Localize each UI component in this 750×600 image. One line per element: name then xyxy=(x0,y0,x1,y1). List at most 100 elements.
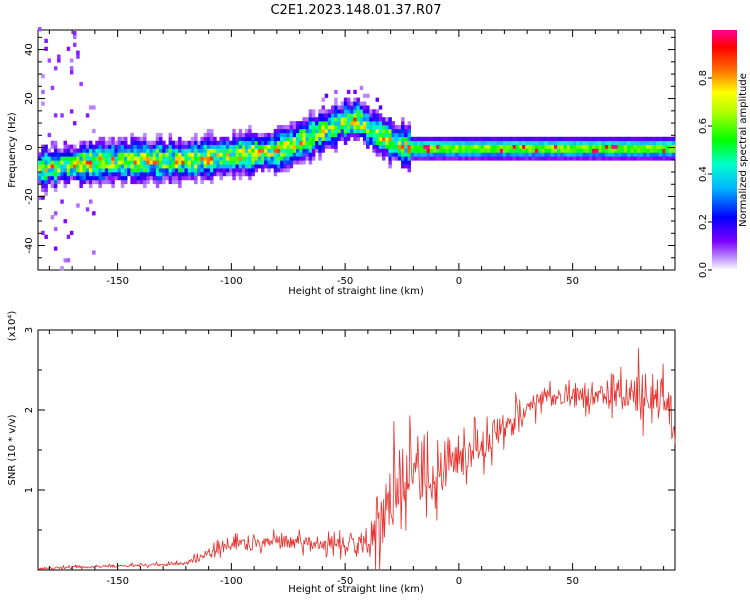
spectrogram-cell xyxy=(130,164,134,169)
spectrogram-cell xyxy=(181,168,185,173)
spectrogram-cell xyxy=(98,144,102,149)
x-tick-label: 50 xyxy=(566,276,579,287)
spectrogram-cell xyxy=(130,156,134,161)
spectrogram-cell xyxy=(73,148,77,153)
spectrogram-cell xyxy=(337,132,341,138)
spectrogram-cell xyxy=(608,144,612,149)
spectrogram-cell xyxy=(130,144,134,149)
spectrogram-cell xyxy=(496,156,501,161)
spectrogram-cell xyxy=(534,136,539,142)
spectrogram-cell xyxy=(44,168,48,173)
spectrogram-cell xyxy=(229,148,233,153)
spectrogram-cell xyxy=(273,144,278,149)
spectrogram-cell xyxy=(350,113,354,118)
spectrogram-cell xyxy=(382,121,386,126)
spectrogram-cell xyxy=(534,144,539,149)
spectrogram-cell xyxy=(305,121,309,126)
spectrogram-cell xyxy=(276,132,281,138)
spectrogram-cell xyxy=(187,176,192,181)
spectrogram-cell xyxy=(270,136,274,142)
spectrogram-cell xyxy=(401,121,405,126)
spectrogram-cell xyxy=(57,160,61,165)
spectrogram-cell xyxy=(162,179,166,185)
spectrogram-cell xyxy=(264,148,268,153)
spectrogram-cell xyxy=(47,176,52,181)
spectrogram-cell xyxy=(340,109,345,114)
spectrogram-cell xyxy=(356,105,360,110)
spectrogram-cell xyxy=(41,172,45,177)
spectrogram-cell xyxy=(267,140,271,145)
spectrogram-cell xyxy=(108,156,112,161)
spectrogram-cell xyxy=(340,117,345,122)
spectrogram-cell xyxy=(92,156,96,161)
spectrogram-cell xyxy=(159,144,163,149)
spectrogram-cell xyxy=(375,144,380,149)
spectrogram-cell xyxy=(671,152,676,157)
spectrogram-cell xyxy=(213,156,217,161)
y-tick-label: -40 xyxy=(24,237,35,253)
spectrogram-cell xyxy=(388,128,392,134)
spectrogram-cell xyxy=(222,136,227,142)
spectrogram-cell xyxy=(649,148,653,153)
spectrogram-cell xyxy=(149,176,153,181)
spectrogram-cell xyxy=(324,144,329,149)
spectrogram-cell xyxy=(458,148,462,153)
spectrogram-cell xyxy=(515,144,520,149)
spectrogram-cell xyxy=(375,128,380,134)
spectrogram-cell xyxy=(175,176,179,181)
spectrogram-cell xyxy=(50,144,55,149)
spectrogram-cell xyxy=(512,144,517,149)
spectrogram-cell xyxy=(620,148,625,153)
spectrogram-cell xyxy=(206,136,211,142)
spectrogram-cell xyxy=(480,144,485,149)
spectrogram-cell xyxy=(222,144,227,149)
spectrogram-cell xyxy=(149,148,153,153)
spectrogram-cell xyxy=(276,136,281,142)
spectrogram-cell xyxy=(95,156,99,161)
spectrogram-cell xyxy=(346,121,351,126)
spectrogram-cell xyxy=(203,156,208,161)
spectrogram-cell xyxy=(423,144,427,149)
spectrogram-cell xyxy=(643,156,647,161)
spectrogram-cell xyxy=(652,148,657,153)
spectrogram-cell xyxy=(120,152,125,157)
spectrogram-cell xyxy=(175,148,179,153)
spectrogram-cell xyxy=(190,168,195,173)
spectrogram-cell xyxy=(627,144,631,149)
spectrogram-cell xyxy=(566,144,571,149)
spectrogram-cell xyxy=(184,172,188,177)
spectrogram-cell xyxy=(353,109,357,114)
spectrogram-cell xyxy=(44,148,48,153)
spectrogram-cell xyxy=(563,144,567,149)
spectrogram-cell xyxy=(391,121,395,126)
spectrogram-cell xyxy=(238,168,243,173)
spectrogram-cell xyxy=(468,152,472,157)
spectrogram-cell xyxy=(44,156,48,161)
spectrogram-cell xyxy=(299,144,303,149)
spectrogram-cell xyxy=(382,136,386,142)
spectrogram-cell xyxy=(171,148,176,153)
spectrogram-cell xyxy=(133,152,138,157)
spectrogram-cell xyxy=(321,132,325,138)
spectrogram-cell xyxy=(175,164,179,169)
spectrogram-cell xyxy=(76,50,80,55)
spectrogram-cell xyxy=(114,148,118,153)
spectrogram-cell xyxy=(315,128,319,134)
spectrogram-cell xyxy=(331,128,335,134)
snr-scale-label: (x10⁴) xyxy=(7,311,18,342)
spectrogram-cell xyxy=(66,144,71,149)
spectrogram-cell xyxy=(372,121,376,126)
spectrogram-cell xyxy=(343,136,348,142)
spectrogram-cell xyxy=(589,152,593,157)
spectrogram-cell xyxy=(104,140,109,145)
spectrogram-cell xyxy=(292,160,297,165)
spectrogram-cell xyxy=(487,136,491,142)
spectrogram-cell xyxy=(334,148,338,153)
spectrogram-cell xyxy=(627,140,631,145)
spectrogram-cell xyxy=(165,152,169,157)
spectrogram-cell xyxy=(162,156,166,161)
spectrogram-cell xyxy=(283,132,287,138)
spectrogram-cell xyxy=(53,148,58,153)
spectrogram-cell xyxy=(165,172,169,177)
spectrogram-cell xyxy=(554,144,558,149)
